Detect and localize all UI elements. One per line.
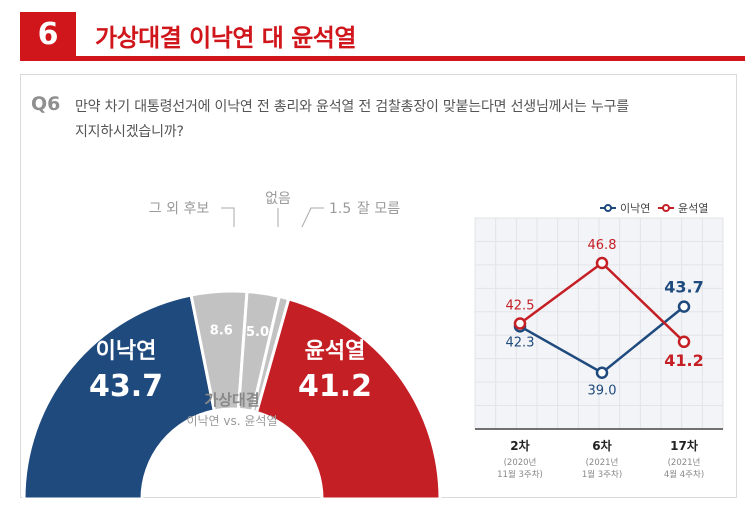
category-label-2: 17차 bbox=[670, 438, 698, 453]
question-line-1: 만약 차기 대통령선거에 이낙연 전 총리와 윤석열 전 검찰총장이 맞붙는다면… bbox=[75, 99, 629, 115]
section-title: 가상대결 이낙연 대 윤석열 bbox=[95, 24, 356, 52]
slice-name-4: 윤석열 bbox=[305, 339, 366, 364]
category-label-1: 6차 bbox=[592, 438, 611, 453]
slice-value-1: 8.6 bbox=[210, 323, 233, 338]
point-1-0 bbox=[513, 317, 527, 330]
slice-4 bbox=[254, 297, 442, 499]
point-1-2 bbox=[677, 335, 691, 349]
trend-line-chart: 이낙연 윤석열 42.3 39.0 43.7 42.5 46.8 41.2 2차 (2020년11… bbox=[474, 202, 724, 480]
slice-name-1: 그 외 후보 bbox=[149, 201, 210, 217]
legend-marker-1 bbox=[662, 204, 670, 212]
leader-line-3 bbox=[301, 207, 324, 228]
category-note-0-1: 11월 3주차) bbox=[497, 469, 543, 480]
category-label-0: 2차 bbox=[510, 438, 529, 453]
category-note-0-0: (2020년 bbox=[504, 457, 537, 468]
slice-value-2: 5.0 bbox=[246, 325, 269, 340]
slice-name-2: 없음 bbox=[265, 191, 291, 207]
category-note-1-1: 1월 3주차) bbox=[582, 469, 622, 480]
leader-line-1 bbox=[221, 207, 235, 227]
point-1-1 bbox=[595, 256, 609, 270]
point-0-1 bbox=[595, 366, 609, 379]
slice-value-4: 41.2 bbox=[298, 369, 372, 404]
category-note-1-0: (2021년 bbox=[586, 457, 619, 468]
data-label-1-1: 46.8 bbox=[588, 238, 617, 253]
title-underline bbox=[20, 56, 745, 61]
point-0-2 bbox=[677, 300, 691, 313]
data-label-0-1: 39.0 bbox=[588, 384, 617, 399]
question-label: Q6 bbox=[31, 93, 61, 115]
slice-name-0: 이낙연 bbox=[96, 339, 157, 364]
center-title: 가상대결 bbox=[204, 391, 259, 409]
content-panel: Q6 만약 차기 대통령선거에 이낙연 전 총리와 윤석열 전 검찰총장이 맞붙… bbox=[20, 74, 737, 499]
question-line-2: 지지하시겠습니까? bbox=[75, 124, 184, 140]
slice-0 bbox=[22, 293, 217, 499]
data-label-0-2: 43.7 bbox=[664, 278, 703, 297]
section-number: 6 bbox=[20, 12, 76, 58]
data-label-1-0: 42.5 bbox=[506, 299, 535, 314]
half-donut-chart: 이낙연 43.7 윤석열 41.2 8.6 5.0 그 외 후보 없음 1.5 잘 모름가상대결이… bbox=[22, 191, 442, 499]
section-header: 6 가상대결 이낙연 대 윤석열 bbox=[0, 0, 745, 62]
category-note-2-0: (2021년 bbox=[668, 457, 701, 468]
category-note-2-1: 4월 4주차) bbox=[664, 469, 704, 480]
slice-value-3: 1.5 bbox=[329, 201, 351, 217]
legend-label-0: 이낙연 bbox=[620, 202, 650, 215]
data-label-1-2: 41.2 bbox=[664, 351, 703, 370]
question-text: 만약 차기 대통령선거에 이낙연 전 총리와 윤석열 전 검찰총장이 맞붙는다면… bbox=[75, 95, 715, 145]
data-label-0-0: 42.3 bbox=[506, 335, 535, 350]
slice-value-0: 43.7 bbox=[89, 369, 163, 404]
slice-name-3: 잘 모름 bbox=[357, 201, 400, 217]
legend-marker-0 bbox=[604, 204, 612, 212]
center-subtitle: 이낙연 vs. 윤석열 bbox=[186, 414, 277, 428]
legend-label-1: 윤석열 bbox=[678, 202, 708, 215]
